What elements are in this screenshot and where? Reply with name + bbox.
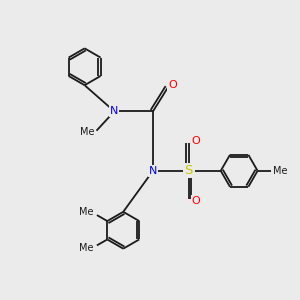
Text: N: N — [149, 166, 157, 176]
Text: Me: Me — [79, 243, 93, 254]
Text: Me: Me — [273, 166, 287, 176]
Text: Me: Me — [79, 207, 93, 217]
Text: S: S — [184, 164, 193, 177]
Text: O: O — [192, 136, 200, 146]
Text: N: N — [110, 106, 118, 116]
Text: O: O — [192, 196, 200, 206]
Text: Me: Me — [80, 127, 95, 137]
Text: O: O — [168, 80, 177, 90]
